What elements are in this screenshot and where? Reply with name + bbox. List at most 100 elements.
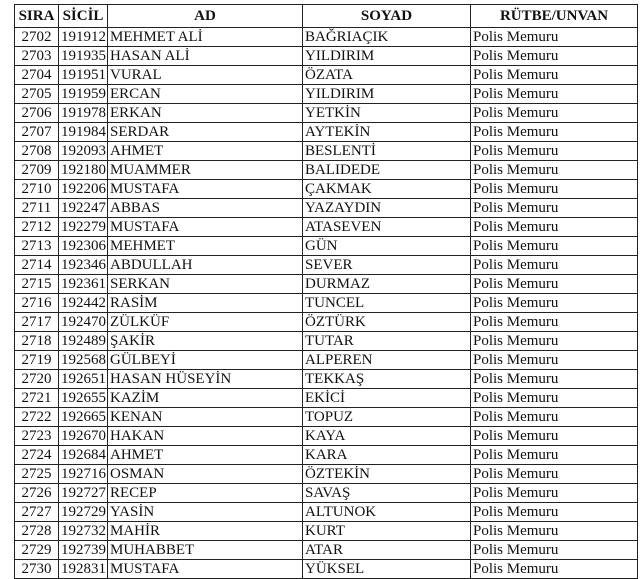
cell-ad: MAHİR: [107, 521, 303, 541]
cell-rutbe: Polis Memuru: [470, 521, 638, 541]
cell-ad: MUHABBET: [107, 540, 303, 560]
cell-sira: 2712: [14, 217, 59, 237]
cell-rutbe: Polis Memuru: [470, 217, 638, 237]
cell-sicil: 192739: [58, 540, 108, 560]
cell-rutbe: Polis Memuru: [470, 331, 638, 351]
cell-rutbe: Polis Memuru: [470, 198, 638, 218]
cell-soyad: EKİCİ: [302, 388, 471, 408]
table-row: 2704 191951 VURAL ÖZATA Polis Memuru: [14, 65, 638, 85]
cell-sira: 2714: [14, 255, 59, 275]
cell-sicil: 192206: [58, 179, 108, 199]
table-row: 2717 192470 ZÜLKÜF ÖZTÜRK Polis Memuru: [14, 312, 638, 332]
cell-ad: YASİN: [107, 502, 303, 522]
header-ad: AD: [107, 4, 303, 28]
cell-sicil: 192489: [58, 331, 108, 351]
cell-rutbe: Polis Memuru: [470, 312, 638, 332]
cell-soyad: BESLENTİ: [302, 141, 471, 161]
cell-soyad: BAĞRIAÇIK: [302, 27, 471, 47]
table-row: 2727 192729 YASİN ALTUNOK Polis Memuru: [14, 502, 638, 522]
cell-ad: HASAN ALİ: [107, 46, 303, 66]
table-row: 2729 192739 MUHABBET ATAR Polis Memuru: [14, 540, 638, 560]
cell-sira: 2708: [14, 141, 59, 161]
cell-sicil: 192831: [58, 559, 108, 579]
cell-sicil: 192306: [58, 236, 108, 256]
cell-sicil: 191978: [58, 103, 108, 123]
cell-sicil: 192732: [58, 521, 108, 541]
cell-rutbe: Polis Memuru: [470, 559, 638, 579]
cell-soyad: KURT: [302, 521, 471, 541]
header-sicil: SİCİL: [58, 4, 108, 28]
cell-sicil: 192716: [58, 464, 108, 484]
cell-sira: 2725: [14, 464, 59, 484]
cell-ad: SERDAR: [107, 122, 303, 142]
table-row: 2708 192093 AHMET BESLENTİ Polis Memuru: [14, 141, 638, 161]
cell-sicil: 191935: [58, 46, 108, 66]
cell-sicil: 192361: [58, 274, 108, 294]
cell-soyad: ALPEREN: [302, 350, 471, 370]
cell-ad: MEHMET: [107, 236, 303, 256]
cell-sira: 2709: [14, 160, 59, 180]
cell-sicil: 191984: [58, 122, 108, 142]
cell-sira: 2718: [14, 331, 59, 351]
cell-sicil: 191951: [58, 65, 108, 85]
header-row: SIRA SİCİL AD SOYAD RÜTBE/UNVAN: [14, 4, 638, 28]
table-row: 2702 191912 MEHMET ALİ BAĞRIAÇIK Polis Memur…: [14, 27, 638, 47]
table-row: 2710 192206 MUSTAFA ÇAKMAK Polis Memuru: [14, 179, 638, 199]
cell-sira: 2723: [14, 426, 59, 446]
cell-sira: 2727: [14, 502, 59, 522]
cell-soyad: DURMAZ: [302, 274, 471, 294]
table-row: 2707 191984 SERDAR AYTEKİN Polis Memuru: [14, 122, 638, 142]
cell-soyad: ÖZATA: [302, 65, 471, 85]
cell-soyad: ATAR: [302, 540, 471, 560]
cell-sira: 2707: [14, 122, 59, 142]
cell-ad: SERKAN: [107, 274, 303, 294]
cell-ad: GÜLBEYİ: [107, 350, 303, 370]
cell-soyad: AYTEKİN: [302, 122, 471, 142]
cell-rutbe: Polis Memuru: [470, 407, 638, 427]
cell-sicil: 192665: [58, 407, 108, 427]
cell-sira: 2710: [14, 179, 59, 199]
cell-sira: 2730: [14, 559, 59, 579]
cell-soyad: GÜN: [302, 236, 471, 256]
cell-soyad: BALIDEDE: [302, 160, 471, 180]
cell-rutbe: Polis Memuru: [470, 103, 638, 123]
cell-sira: 2721: [14, 388, 59, 408]
table-row: 2718 192489 ŞAKİR TUTAR Polis Memuru: [14, 331, 638, 351]
table-row: 2730 192831 MUSTAFA YÜKSEL Polis Memuru: [14, 559, 638, 579]
cell-sira: 2724: [14, 445, 59, 465]
cell-ad: MUSTAFA: [107, 179, 303, 199]
cell-rutbe: Polis Memuru: [470, 179, 638, 199]
cell-soyad: SEVER: [302, 255, 471, 275]
table-row: 2711 192247 ABBAS YAZAYDIN Polis Memuru: [14, 198, 638, 218]
cell-ad: KENAN: [107, 407, 303, 427]
cell-ad: ABBAS: [107, 198, 303, 218]
table-row: 2705 191959 ERCAN YILDIRIM Polis Memuru: [14, 84, 638, 104]
cell-soyad: YAZAYDIN: [302, 198, 471, 218]
cell-sicil: 192568: [58, 350, 108, 370]
cell-sicil: 192247: [58, 198, 108, 218]
personnel-table: SIRA SİCİL AD SOYAD RÜTBE/UNVAN 2702 1919…: [14, 4, 638, 579]
cell-ad: AHMET: [107, 445, 303, 465]
cell-soyad: ALTUNOK: [302, 502, 471, 522]
cell-ad: MUSTAFA: [107, 559, 303, 579]
cell-sira: 2704: [14, 65, 59, 85]
cell-sira: 2729: [14, 540, 59, 560]
header-soyad: SOYAD: [302, 4, 471, 28]
table-row: 2719 192568 GÜLBEYİ ALPEREN Polis Memuru: [14, 350, 638, 370]
cell-rutbe: Polis Memuru: [470, 160, 638, 180]
cell-sira: 2711: [14, 198, 59, 218]
cell-soyad: YÜKSEL: [302, 559, 471, 579]
table-row: 2728 192732 MAHİR KURT Polis Memuru: [14, 521, 638, 541]
table-row: 2706 191978 ERKAN YETKİN Polis Memuru: [14, 103, 638, 123]
cell-ad: HAKAN: [107, 426, 303, 446]
cell-soyad: KAYA: [302, 426, 471, 446]
table-row: 2712 192279 MUSTAFA ATASEVEN Polis Memuru: [14, 217, 638, 237]
cell-sicil: 192655: [58, 388, 108, 408]
table-row: 2720 192651 HASAN HÜSEYİN TEKKAŞ Polis Memur…: [14, 369, 638, 389]
cell-rutbe: Polis Memuru: [470, 502, 638, 522]
cell-soyad: YETKİN: [302, 103, 471, 123]
cell-sicil: 192670: [58, 426, 108, 446]
cell-soyad: KARA: [302, 445, 471, 465]
cell-sicil: 191959: [58, 84, 108, 104]
cell-ad: AHMET: [107, 141, 303, 161]
